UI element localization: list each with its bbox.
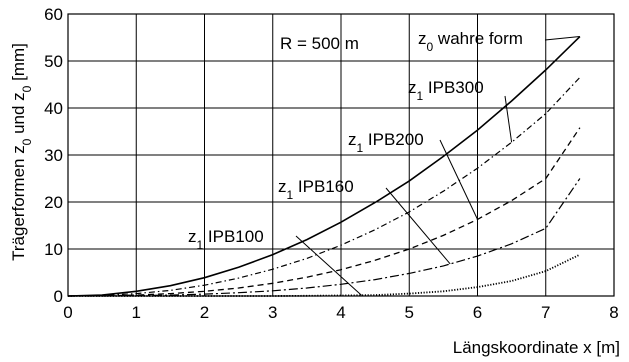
y-tick-label: 10: [44, 240, 63, 259]
y-axis-label-mid: und z: [9, 92, 28, 138]
x-tick-label: 2: [200, 303, 209, 322]
annotation-ipb200: z1 IPB200: [348, 130, 424, 155]
y-tick-label: 40: [44, 99, 63, 118]
annotation-leaders: [295, 36, 580, 296]
annotation-ipb160-sub: 1: [287, 188, 294, 202]
annotation-z0-base: z: [418, 29, 427, 48]
series-line-ipb160: [68, 178, 581, 297]
series-line-z0: [67, 36, 581, 297]
annotation-ipb100-sub: 1: [197, 238, 204, 252]
y-axis-label-base: Trägerformen z: [9, 145, 28, 261]
x-tick-labels: 0 1 2 3 4 5 6 7 8: [63, 303, 618, 322]
annotation-ipb100: z1 IPB100: [188, 227, 264, 252]
plot-frame: [67, 13, 615, 297]
annotation-ipb100-base: z: [188, 227, 197, 246]
annotation-ipb200-base: z: [348, 130, 357, 149]
y-axis-label: Trägerformen z0 und z0 [mm]: [9, 43, 34, 261]
annotation-z0-sub: 0: [427, 40, 434, 54]
leader-line-ipb300: [504, 95, 513, 143]
y-tick-labels: 0 10 20 30 40 50 60: [44, 5, 63, 306]
annotation-ipb200-rest: IPB200: [363, 130, 424, 149]
y-tick-label: 50: [44, 52, 63, 71]
annotation-ipb300-sub: 1: [417, 89, 424, 103]
annotation-ipb160-base: z: [278, 177, 287, 196]
y-tick-label: 30: [44, 146, 63, 165]
leader-line-ipb100: [295, 235, 362, 296]
series-line-ipb200: [67, 127, 581, 297]
annotation-ipb200-sub: 1: [357, 141, 364, 155]
y-tick-label: 60: [44, 5, 63, 24]
y-axis-label-sub1: 0: [20, 138, 34, 145]
y-tick-label: 0: [54, 287, 63, 306]
y-axis-label-sub2: 0: [20, 85, 34, 92]
x-tick-label: 3: [268, 303, 277, 322]
y-axis-label-unit: [mm]: [9, 43, 28, 86]
x-tick-label: 0: [63, 303, 72, 322]
leader-line-ipb160: [385, 187, 451, 265]
x-tick-label: 5: [405, 303, 414, 322]
annotation-ipb160: z1 IPB160: [278, 177, 354, 202]
series-group: [67, 36, 581, 297]
leader-line-z0: [544, 36, 580, 41]
grid-lines: [67, 13, 615, 297]
annotation-ipb160-rest: IPB160: [293, 177, 354, 196]
annotation-ipb300-base: z: [408, 78, 417, 97]
x-tick-label: 6: [473, 303, 482, 322]
annotation-ipb300: z1 IPB300: [408, 78, 484, 103]
leader-line-ipb200: [439, 139, 478, 220]
series-line-ipb300: [67, 76, 581, 297]
x-axis-label: Längskoordinate x [m]: [453, 338, 620, 357]
x-tick-label: 1: [132, 303, 141, 322]
annotation-z0: z0 wahre form: [418, 29, 523, 54]
x-tick-label: 7: [541, 303, 550, 322]
x-tick-label: 8: [609, 303, 618, 322]
annotation-z0-rest: wahre form: [433, 29, 523, 48]
annotation-ipb100-rest: IPB100: [203, 227, 264, 246]
annotation-radius: R = 500 m: [280, 34, 359, 53]
y-tick-label: 20: [44, 193, 63, 212]
x-tick-label: 4: [336, 303, 345, 322]
annotation-ipb300-rest: IPB300: [423, 78, 484, 97]
